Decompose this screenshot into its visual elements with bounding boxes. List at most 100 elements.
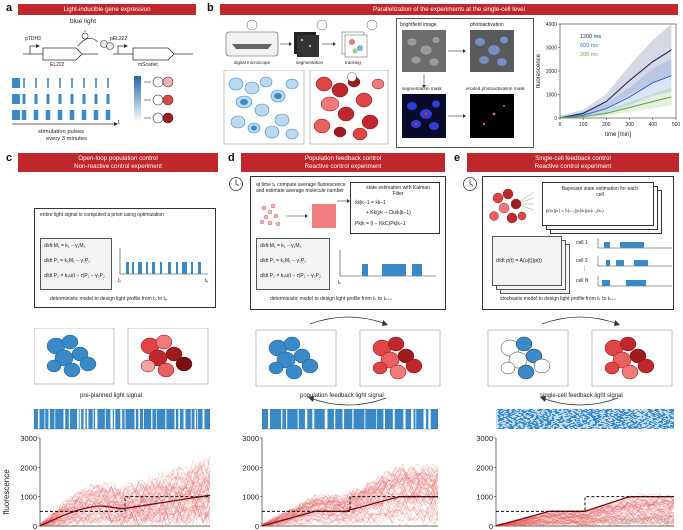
signal-e-gap <box>665 427 667 428</box>
tracking-label: tracking <box>345 60 361 65</box>
chart-e-trajectory <box>495 516 675 527</box>
panel-c-fluorescence-chart: 0 1000 2000 3000 fluorescence <box>2 434 211 530</box>
signal-e-gap <box>672 419 674 420</box>
chart-d-trajectory <box>261 507 439 527</box>
panel-e-bayes-title: Bayesian state estimation for each cell <box>561 186 639 198</box>
panel-d-kalman-eq2: + Kk(yk − Ckx̂k|k−1) <box>366 210 411 216</box>
signal-e-gap <box>556 428 560 429</box>
signal-e-gap <box>631 415 633 416</box>
signal-e-gap <box>673 413 674 414</box>
chart-d-trajectory <box>261 476 439 526</box>
signal-e-gap <box>514 412 517 413</box>
chart-e-target-line <box>496 496 674 512</box>
signal-e-gap <box>614 421 618 422</box>
signal-c-gap-9 <box>86 409 89 429</box>
panel-e-master-eq-box <box>492 236 562 286</box>
signal-e-gap <box>570 427 574 428</box>
signal-e-gap <box>563 413 567 414</box>
panel-a-banner: Light-inducible gene expression <box>18 4 196 15</box>
signal-e-gap <box>662 425 666 426</box>
signal-e-gap <box>574 427 579 428</box>
signal-e-gap <box>565 418 569 419</box>
panel-d-kalman-eq3: Pk|k = (I − KkC)Pk|k−1 <box>355 221 406 227</box>
signal-e-gap <box>543 413 546 414</box>
chart-d-trajectory <box>261 472 439 527</box>
signal-e-gap <box>630 410 634 411</box>
signal-e-gap <box>552 411 554 412</box>
signal-e-gap <box>551 424 553 425</box>
signal-e-gap <box>515 413 519 414</box>
panel-e-signal-caption: single-cell feedback light signal <box>540 393 623 399</box>
signal-e-gap <box>576 417 581 418</box>
signal-e-gap <box>561 419 564 420</box>
signal-e-gap <box>643 414 646 415</box>
chart-d-trajectory <box>261 504 439 527</box>
signal-e-gap <box>511 424 515 425</box>
signal-d-gap-14 <box>403 409 406 429</box>
signal-e-gap <box>601 416 604 417</box>
signal-e-gap <box>633 419 635 420</box>
chart-b-ytick-label-2000: 2000 <box>546 69 557 75</box>
signal-e-gap <box>583 425 587 426</box>
signal-e-gap <box>645 417 650 418</box>
signal-e-gap <box>658 428 662 429</box>
signal-e-gap <box>668 424 673 425</box>
panel-c-banner: Open-loop population control Non-reactiv… <box>18 153 218 172</box>
signal-e-gap <box>517 428 520 429</box>
panel-e-light-signal-heatmap <box>496 409 674 429</box>
chart-b-ytick-label-0: 0 <box>554 116 557 122</box>
signal-e-gap <box>600 417 603 418</box>
signal-e-gap <box>657 423 662 424</box>
chart-d-ytick-label-0: 0 <box>255 522 259 530</box>
signal-c-gap-27 <box>194 409 196 429</box>
signal-e-gap <box>641 424 646 425</box>
signal-e-gap <box>569 417 571 418</box>
signal-e-gap <box>615 410 619 411</box>
signal-e-gap <box>538 423 540 424</box>
signal-e-gap <box>579 422 583 423</box>
signal-e-gap <box>651 415 653 416</box>
signal-e-gap <box>512 422 515 423</box>
signal-e-gap <box>517 417 520 418</box>
signal-e-gap <box>606 417 610 418</box>
chart-e-trajectory <box>495 516 675 527</box>
signal-e-gap <box>568 416 571 417</box>
signal-e-gap <box>633 417 637 418</box>
signal-e-gap <box>505 421 509 422</box>
signal-d-gap-12 <box>383 409 385 429</box>
chart-e-trajectory <box>495 510 675 527</box>
signal-e-gap <box>581 416 585 417</box>
signal-e-gap <box>662 423 665 424</box>
signal-e-gap <box>663 411 667 412</box>
promoter2-label: pEL222 <box>110 36 128 42</box>
signal-e-gap <box>561 414 566 415</box>
panel-c-model-caption: deterministic model to design light prof… <box>50 296 167 302</box>
chart-c-trajectory <box>39 482 211 527</box>
chart-b-ytick-label-1000: 1000 <box>546 93 557 99</box>
signal-e-gap <box>530 422 532 423</box>
chart-c-trajectory <box>39 475 211 526</box>
signal-c-gap-14 <box>113 409 116 429</box>
signal-e-gap <box>624 418 627 419</box>
signal-e-gap <box>516 410 520 411</box>
signal-e-gap <box>594 427 596 428</box>
panel-b-fluorescence-chart: 1200 ms 600 ms 200 ms 0 100 200 300 400 500 0 1000… <box>536 22 680 138</box>
signal-d-gap-16 <box>415 409 417 429</box>
signal-e-gap <box>544 410 547 411</box>
signal-c-gap-19 <box>142 409 144 429</box>
chart-d-trajectory <box>262 505 439 527</box>
signal-e-gap <box>664 415 669 416</box>
chart-e-trajectory <box>495 517 675 527</box>
signal-e-gap <box>596 416 598 417</box>
signal-e-gap <box>566 412 569 413</box>
signal-c-gap-22 <box>165 409 167 429</box>
signal-e-gap <box>642 415 645 416</box>
chart-e-trajectory <box>495 500 675 526</box>
signal-e-gap <box>643 425 647 426</box>
signal-e-gap <box>636 412 640 413</box>
signal-e-gap <box>637 422 639 423</box>
signal-e-gap <box>601 419 605 420</box>
signal-e-gap <box>628 417 632 418</box>
signal-c-gap-10 <box>92 409 94 429</box>
signal-e-gap <box>671 414 673 415</box>
